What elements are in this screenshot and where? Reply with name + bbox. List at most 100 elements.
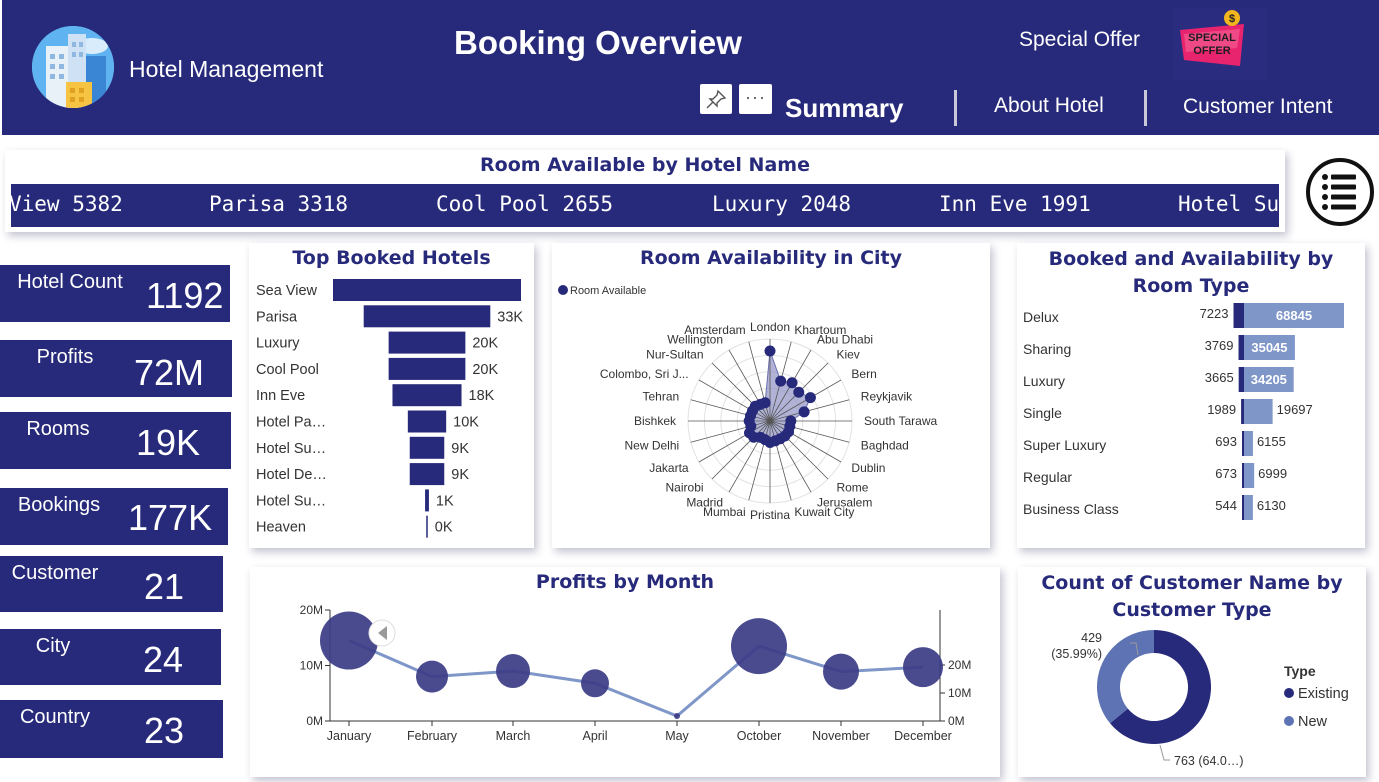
kpi-value: 1192 (146, 275, 224, 316)
bar-data-label: 544 (1215, 498, 1237, 513)
bar (426, 515, 428, 538)
x-tick-label: February (407, 729, 458, 743)
nav-tab-customer-intent[interactable]: Customer Intent (1183, 95, 1333, 118)
bar-category-label: Business Class (1023, 501, 1119, 517)
bar-available (1244, 303, 1344, 328)
radar-point (786, 377, 798, 389)
hotel-logo (32, 26, 114, 108)
y-tick-label: 10M (300, 659, 323, 673)
chevron-left-icon (378, 626, 387, 640)
bar-data-label: 34205 (1251, 372, 1287, 387)
profit-bubble (823, 653, 859, 690)
kpi-bookings[interactable]: Bookings 177K (0, 488, 228, 545)
kpi-rooms[interactable]: Rooms 19K (0, 412, 231, 469)
bar-data-label: 9K (451, 441, 469, 457)
y-tick-label: 20M (948, 658, 971, 672)
radar-axis-label: Baghdad (861, 438, 909, 452)
bar-available (1244, 399, 1273, 424)
x-tick-label: March (496, 729, 531, 743)
radar-axis-label: Bishkek (634, 414, 677, 428)
donut-slice (1097, 630, 1154, 724)
profit-bubble (496, 654, 530, 689)
svg-text:$: $ (1229, 13, 1235, 25)
bar-booked (1242, 431, 1244, 456)
chart-title: Room Availability in City (639, 247, 903, 269)
radar-spoke (728, 349, 771, 422)
marquee-item: Inn Eve 1991 (939, 192, 1091, 216)
kpi-city[interactable]: City 24 (0, 629, 221, 685)
nav-tab-about-hotel[interactable]: About Hotel (994, 94, 1104, 117)
bar-data-label: 20K (472, 336, 498, 352)
radar-axis-label: Khartoum (794, 323, 846, 337)
bar-data-label: 1989 (1207, 402, 1236, 417)
kpi-value: 21 (144, 566, 185, 607)
marquee-item: Luxury 2048 (712, 192, 852, 216)
kpi-profits[interactable]: Profits 72M (0, 340, 232, 397)
bar (388, 357, 466, 380)
menu-button[interactable] (1306, 158, 1374, 226)
bar-category-label: Luxury (1023, 373, 1065, 389)
kpi-hotel-count[interactable]: Hotel Count 1192 (0, 265, 230, 322)
bar-booked (1241, 399, 1244, 424)
nav-tab-summary[interactable]: Summary (785, 93, 904, 123)
bar (425, 489, 429, 512)
radar-spoke (769, 379, 842, 422)
radar-spoke (769, 399, 850, 422)
special-offer-badge[interactable]: $ SPECIAL OFFER (1174, 8, 1266, 80)
kpi-customer[interactable]: Customer 21 (0, 556, 223, 612)
kpi-label: Rooms (26, 418, 90, 440)
x-tick-label: May (665, 729, 689, 743)
profit-bubble (581, 669, 609, 698)
leader-line (1159, 744, 1170, 761)
customer-type-donut-chart: 429 (35.99%) 763 (64.0…) Type Existing New (1051, 630, 1349, 768)
kpi-label: Profits (36, 346, 94, 368)
kpi-value: 72M (134, 352, 205, 393)
legend-label: Room Available (570, 285, 646, 297)
kpi-label: Country (19, 706, 91, 728)
radar-axis-label: New Delhi (625, 438, 680, 452)
kpi-country[interactable]: Country 23 (0, 700, 223, 758)
profit-bubble (320, 611, 378, 670)
radar-spoke (769, 420, 829, 480)
bar-booked (1242, 495, 1244, 520)
marquee-item: Cool Pool 2655 (436, 192, 614, 216)
bar-available (1244, 335, 1295, 360)
x-tick-label: January (327, 729, 372, 743)
radar-spoke (711, 362, 771, 422)
radar-axis-label: Madrid (686, 495, 723, 509)
bar-data-label: 6155 (1257, 434, 1286, 449)
bar-data-label: 6999 (1258, 466, 1287, 481)
radar-point (798, 406, 810, 418)
legend-label: New (1298, 714, 1328, 730)
donut-slice (1110, 630, 1211, 744)
bar-data-label: 68845 (1276, 308, 1312, 323)
bar-available (1244, 431, 1253, 456)
bar-category-label: Hotel Su… (256, 493, 326, 509)
bar-available (1244, 495, 1253, 520)
x-tick-label: November (812, 729, 870, 743)
bar (409, 463, 445, 486)
bar-category-label: Super Luxury (1023, 437, 1106, 453)
radar-axis-label: Kiev (836, 348, 859, 362)
donut-data-label: (35.99%) (1051, 647, 1102, 661)
more-options-button[interactable]: ··· (739, 84, 772, 114)
nav-divider (954, 90, 957, 126)
nav-divider (1144, 90, 1147, 126)
pin-button[interactable] (700, 84, 732, 114)
bar-category-label: Regular (1023, 469, 1072, 485)
chart-title: Count of Customer Name by Customer Type (1041, 572, 1343, 621)
radar-axis-label: Mumbai (703, 505, 746, 519)
radar-axis-label: Nairobi (666, 480, 704, 494)
special-offer-label: Special Offer (1019, 28, 1141, 51)
y-tick-label: 20M (300, 603, 323, 617)
bar-data-label: 19697 (1277, 402, 1313, 417)
x-tick-label: December (894, 729, 952, 743)
radar-axis-label: Nur-Sultan (646, 348, 703, 362)
kpi-value: 24 (143, 639, 184, 680)
legend-marker (558, 285, 568, 295)
app-name: Hotel Management (129, 56, 324, 82)
bar-category-label: Sharing (1023, 341, 1071, 357)
radar-spoke (769, 420, 842, 463)
bar-data-label: 6130 (1257, 498, 1286, 513)
